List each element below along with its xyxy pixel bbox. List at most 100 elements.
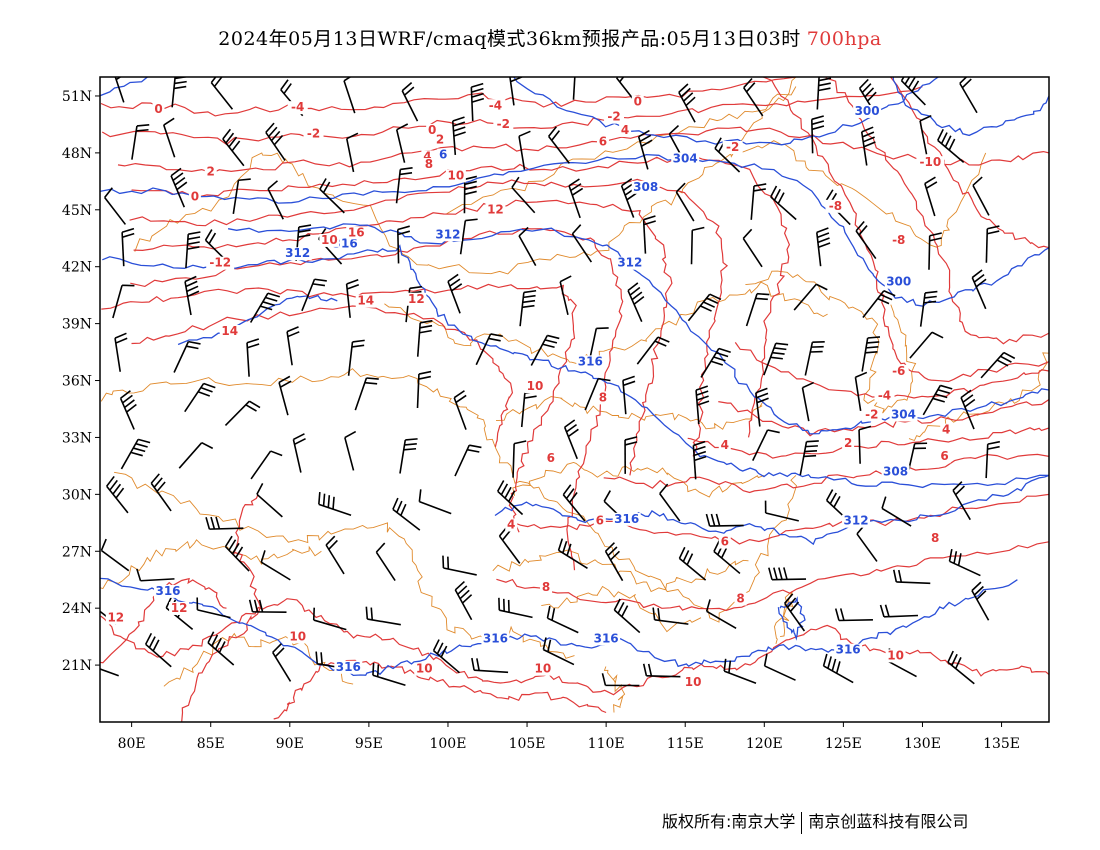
wind-barb xyxy=(249,292,280,323)
axis-ticks: 80E 85E 90E 95E 100E 105E 110E 115E 120E 125E 130E… xyxy=(62,89,1020,752)
temperature-contour-label: -2 xyxy=(865,407,878,421)
wind-barb xyxy=(695,385,710,425)
temperature-contour-label: -10 xyxy=(920,155,942,169)
height-label-bg xyxy=(853,104,882,118)
wind-barb xyxy=(928,232,942,270)
height-contour-label: 316 xyxy=(836,643,861,657)
wind-barb xyxy=(453,390,467,430)
wind-barb xyxy=(210,77,234,110)
wind-barb xyxy=(447,273,463,314)
temp-label-bg xyxy=(888,233,909,247)
boundary-layer xyxy=(100,77,1049,713)
y-tick-label: 42N xyxy=(62,260,92,276)
x-tick-label: 125E xyxy=(825,736,862,752)
wind-barb xyxy=(763,342,789,376)
temp-label-bg xyxy=(485,99,506,113)
x-tick-label: 110E xyxy=(588,736,625,752)
height-label-bg xyxy=(834,643,863,657)
temp-label-bg xyxy=(406,292,427,306)
wind-barb xyxy=(170,167,188,208)
wind-barb xyxy=(395,123,409,163)
wind-barb xyxy=(834,608,873,622)
wind-barb xyxy=(347,339,365,376)
wind-barb xyxy=(768,567,807,581)
wind-barb xyxy=(659,483,681,522)
y-tick-label: 48N xyxy=(62,146,92,162)
wind-barb xyxy=(224,400,261,426)
height-contour-label: 316 xyxy=(614,512,639,526)
wind-barb xyxy=(750,183,767,220)
wind-barb xyxy=(396,225,411,264)
wind-barb xyxy=(687,293,722,322)
temp-label-bg xyxy=(888,364,909,378)
temperature-contour-label: 12 xyxy=(107,610,124,624)
height-label-bg xyxy=(884,275,913,289)
x-tick-label: 80E xyxy=(118,736,146,752)
temp-label-bg xyxy=(206,256,235,270)
wind-barb xyxy=(319,178,345,214)
wind-barb xyxy=(184,382,216,413)
temp-label-bg xyxy=(631,95,644,109)
geopotential-height-contour xyxy=(102,244,1049,489)
temp-label-bg xyxy=(929,531,942,545)
temp-label-bg xyxy=(593,514,606,528)
wind-barb xyxy=(972,176,990,216)
temperature-isotherm xyxy=(100,77,796,117)
wind-barb xyxy=(265,122,286,161)
wind-barb xyxy=(205,516,244,530)
wind-barb xyxy=(822,653,854,684)
wind-barb xyxy=(196,597,231,619)
temp-label-bg xyxy=(169,601,190,615)
copyright-company: 南京创蓝科技有限公司 xyxy=(808,812,969,831)
wind-barb xyxy=(511,176,536,214)
temperature-contour-label: 6 xyxy=(599,134,607,148)
temperature-contour-label: 12 xyxy=(408,292,425,306)
wind-barb xyxy=(705,599,737,630)
temperature-contour-label: -4 xyxy=(291,100,304,114)
boundary-line xyxy=(495,396,765,430)
temperature-contour-label: 14 xyxy=(221,324,238,338)
x-tick-label: 85E xyxy=(197,736,225,752)
height-label-bg xyxy=(576,355,605,369)
wind-barb xyxy=(112,284,135,319)
wind-barb xyxy=(292,433,306,473)
geopotential-height-contour xyxy=(513,77,939,146)
temp-label-bg xyxy=(532,662,553,676)
y-tick-label: 36N xyxy=(62,374,92,390)
geopotential-height-contour xyxy=(100,153,1049,307)
wind-barb xyxy=(909,331,944,359)
temperature-contour-label: -2 xyxy=(307,127,320,141)
wind-barb xyxy=(854,371,868,411)
height-contour-label: 308 xyxy=(633,180,658,194)
temperature-contour-label: -2 xyxy=(726,140,739,154)
temperature-isotherm xyxy=(273,659,607,720)
wind-barb xyxy=(301,278,327,312)
y-tick-label: 39N xyxy=(62,317,92,333)
wind-barb xyxy=(793,283,828,311)
temperature-contour-label: 8 xyxy=(931,531,939,545)
temperature-isotherm xyxy=(100,598,1049,696)
wind-barb xyxy=(344,430,357,471)
wind-barb xyxy=(705,513,744,527)
temp-label-bg xyxy=(940,423,953,437)
wind-barb xyxy=(879,604,919,618)
temperature-contour-label: 4 xyxy=(507,518,515,532)
height-contour-label: 316 xyxy=(336,660,361,674)
wind-barb xyxy=(563,419,579,460)
wind-barb xyxy=(861,336,881,372)
wind-barb xyxy=(512,440,527,478)
temp-label-bg xyxy=(434,133,447,147)
contour-labels: 300 304 308 312 312 312 316 300 304 308 316 312 316 3… xyxy=(105,94,953,689)
temp-label-bg xyxy=(319,233,340,247)
wind-barb xyxy=(919,114,932,155)
wind-barb xyxy=(136,568,175,582)
wind-barb xyxy=(675,182,695,222)
wind-barb xyxy=(924,176,938,217)
wind-barb xyxy=(173,340,201,373)
temperature-isotherm xyxy=(133,199,673,476)
temp-label-bg xyxy=(596,391,609,405)
temp-label-bg xyxy=(414,662,435,676)
wind-barb xyxy=(562,484,586,522)
temp-label-bg xyxy=(505,518,518,532)
